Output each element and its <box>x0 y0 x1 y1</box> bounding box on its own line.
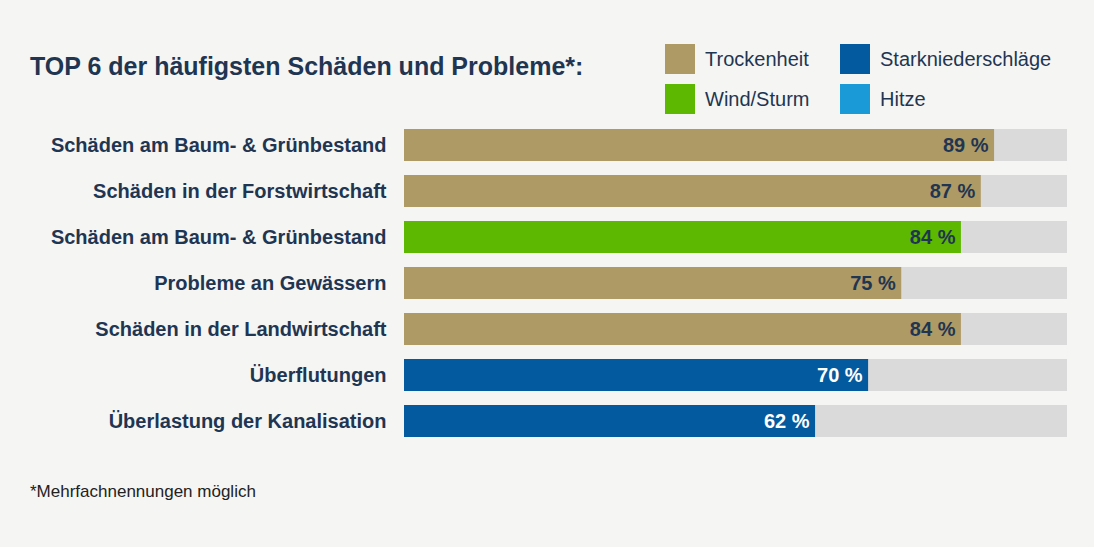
html-text:Wind/Sturm: Wind/Sturm <box>705 87 810 110</box>
svg-text:Schäden in der Forstwirtschaft: Schäden in der Forstwirtschaft <box>93 180 387 202</box>
html-text:Trockenheit: Trockenheit <box>705 47 809 70</box>
svg-text:84 %: 84 % <box>910 318 956 340</box>
svg-text:75 %: 75 % <box>850 272 896 294</box>
svg-text:89 %: 89 % <box>943 134 989 156</box>
svg-text:Schäden am Baum- & Grünbestand: Schäden am Baum- & Grünbestand <box>51 134 387 156</box>
svg-text:62 %: 62 % <box>764 410 810 432</box>
svg-text:84 %: 84 % <box>910 226 956 248</box>
html-text:Hitze: Hitze <box>880 87 926 110</box>
svg-text:70 %: 70 % <box>817 364 863 386</box>
svg-text:Überflutungen: Überflutungen <box>250 364 387 386</box>
svg-text:Probleme an Gewässern: Probleme an Gewässern <box>154 272 386 294</box>
svg-text:87 %: 87 % <box>930 180 976 202</box>
html-text:*Mehrfachnennungen möglich: *Mehrfachnennungen möglich <box>30 482 256 501</box>
html-text:TOP 6 der häufigsten Schäden u: TOP 6 der häufigsten Schäden und Problem… <box>30 52 584 80</box>
svg-text:Schäden in der Landwirtschaft: Schäden in der Landwirtschaft <box>95 318 387 340</box>
svg-text:Überlastung der Kanalisation: Überlastung der Kanalisation <box>109 410 387 432</box>
svg-text:Schäden am Baum- & Grünbestand: Schäden am Baum- & Grünbestand <box>51 226 387 248</box>
html-text:Starkniederschläge: Starkniederschläge <box>880 47 1052 70</box>
